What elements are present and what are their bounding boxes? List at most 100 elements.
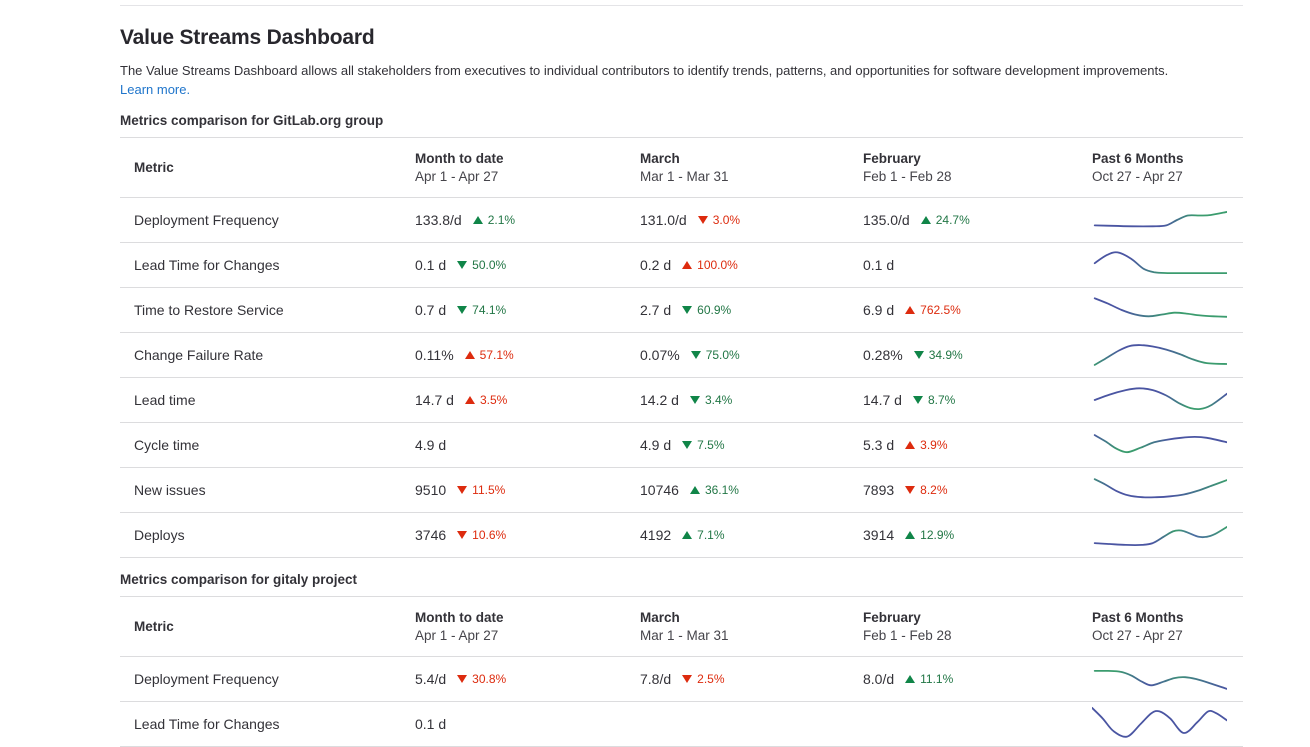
metric-value-cell: 0.1 d [415, 716, 640, 732]
column-label: Month to date [415, 609, 504, 625]
metric-value-cell: 4.9 d [415, 437, 640, 453]
metrics-sections: Metrics comparison for GitLab.org group M… [120, 112, 1243, 747]
metric-name: New issues [134, 482, 206, 498]
column-date-range: Feb 1 - Feb 28 [863, 627, 952, 643]
trend-up-icon [689, 486, 700, 494]
metric-value-cell: 0.2 d 100.0% [640, 257, 863, 273]
metric-value: 10746 [640, 482, 679, 498]
metric-name: Cycle time [134, 437, 200, 453]
change-badge: 12.9% [905, 528, 954, 542]
metric-name: Deploys [134, 527, 185, 543]
table-row: Deployment Frequency 133.8/d 2.1% 131.0/d 3.… [120, 198, 1243, 243]
change-percent: 2.1% [487, 213, 516, 227]
column-label: February [863, 150, 921, 166]
metric-name: Deployment Frequency [134, 212, 279, 228]
column-date-range: Mar 1 - Mar 31 [640, 627, 729, 643]
metric-value: 0.1 d [415, 716, 447, 732]
trend-up-icon [905, 306, 916, 314]
change-percent: 3.4% [704, 393, 733, 407]
change-badge: 8.7% [912, 393, 955, 407]
column-header: February Feb 1 - Feb 28 [863, 609, 1092, 645]
change-badge: 100.0% [682, 258, 738, 272]
change-percent: 3.5% [479, 393, 508, 407]
past-6-months-cell [1092, 427, 1243, 463]
change-badge: 3.9% [905, 438, 948, 452]
metric-value: 131.0/d [640, 212, 687, 228]
change-percent: 3.9% [920, 438, 948, 452]
change-badge: 762.5% [905, 303, 961, 317]
change-percent: 50.0% [472, 258, 507, 272]
trend-up-icon [682, 261, 693, 269]
metric-value-cell: 0.1 d [863, 257, 1092, 273]
section-heading: Metrics comparison for GitLab.org group [120, 113, 384, 128]
metric-value-cell: 4192 7.1% [640, 527, 863, 543]
change-badge: 30.8% [457, 672, 506, 686]
sparkline-chart [1093, 387, 1227, 411]
change-badge: 7.1% [682, 528, 725, 542]
sparkline-chart [1093, 211, 1227, 228]
change-badge: 3.5% [464, 393, 508, 407]
table-row: Deployment Frequency 5.4/d 30.8% 7.8/d 2.5% 8… [120, 657, 1243, 702]
sparkline-chart [1092, 706, 1227, 738]
column-label: March [640, 150, 680, 166]
trend-up-icon [920, 216, 931, 224]
table-row: Cycle time 4.9 d 4.9 d 7.5% 5.3 d 3.9% [120, 423, 1243, 468]
change-percent: 11.5% [472, 483, 506, 497]
change-badge: 2.1% [472, 213, 516, 227]
metric-name: Lead Time for Changes [134, 716, 280, 732]
column-header: Past 6 Months Oct 27 - Apr 27 [1092, 609, 1243, 645]
metric-value-cell: 7.8/d 2.5% [640, 671, 863, 687]
trend-down-icon [689, 396, 700, 404]
change-badge: 11.5% [457, 483, 505, 497]
sparkline-chart [1093, 478, 1227, 499]
metric-value: 4192 [640, 527, 672, 543]
metric-value-cell: 4.9 d 7.5% [640, 437, 863, 453]
metric-value-cell: 3746 10.6% [415, 527, 640, 543]
metric-value: 0.1 d [415, 257, 447, 273]
change-badge: 3.4% [689, 393, 733, 407]
change-percent: 8.2% [920, 483, 948, 497]
metric-value: 135.0/d [863, 212, 910, 228]
trend-up-icon [905, 441, 916, 449]
change-percent: 762.5% [920, 303, 961, 317]
metric-name: Lead time [134, 392, 196, 408]
metric-value-cell: 7893 8.2% [863, 482, 1092, 498]
metric-value: 0.07% [640, 347, 680, 363]
page-description: The Value Streams Dashboard allows all s… [120, 63, 1169, 78]
trend-up-icon [464, 351, 475, 359]
metric-value-cell: 0.1 d 50.0% [415, 257, 640, 273]
metric-value-cell: 6.9 d 762.5% [863, 302, 1092, 318]
metric-value-cell: 131.0/d 3.0% [640, 212, 863, 228]
metric-value-cell: 5.3 d 3.9% [863, 437, 1092, 453]
table-row: Change Failure Rate 0.11% 57.1% 0.07% 75.0% 0… [120, 333, 1243, 378]
metric-value: 14.2 d [640, 392, 679, 408]
metrics-comparison-table: Metric Month to date Apr 1 - Apr 27 March Ma… [120, 596, 1243, 747]
change-badge: 75.0% [690, 348, 740, 362]
column-date-range: Mar 1 - Mar 31 [640, 168, 729, 184]
column-header: Past 6 Months Oct 27 - Apr 27 [1092, 150, 1243, 186]
sparkline-chart [1093, 669, 1227, 690]
metric-value: 8.0/d [863, 671, 895, 687]
metric-value-cell: 14.7 d 3.5% [415, 392, 640, 408]
change-percent: 11.1% [920, 672, 954, 686]
past-6-months-cell [1092, 472, 1243, 508]
table-header-row: Metric Month to date Apr 1 - Apr 27 March Ma… [120, 597, 1243, 657]
trend-up-icon [905, 675, 916, 683]
metric-value-cell: 3914 12.9% [863, 527, 1092, 543]
change-percent: 12.9% [920, 528, 955, 542]
change-percent: 24.7% [935, 213, 970, 227]
trend-up-icon [472, 216, 483, 224]
change-percent: 10.6% [472, 528, 507, 542]
learn-more-link[interactable]: Learn more. [120, 82, 191, 97]
change-badge: 3.0% [697, 213, 740, 227]
value-streams-dashboard-page: Value Streams Dashboard The Value Stream… [120, 5, 1243, 747]
column-label: Past 6 Months [1092, 150, 1184, 166]
change-percent: 60.9% [697, 303, 732, 317]
learn-more-row: Learn more. [120, 80, 1243, 99]
sparkline-chart [1093, 251, 1227, 275]
table-header-row: Metric Month to date Apr 1 - Apr 27 March Ma… [120, 138, 1243, 198]
metric-value-cell: 0.07% 75.0% [640, 347, 863, 363]
trend-down-icon [913, 351, 924, 359]
metric-value-cell: 10746 36.1% [640, 482, 863, 498]
change-percent: 57.1% [479, 348, 514, 362]
